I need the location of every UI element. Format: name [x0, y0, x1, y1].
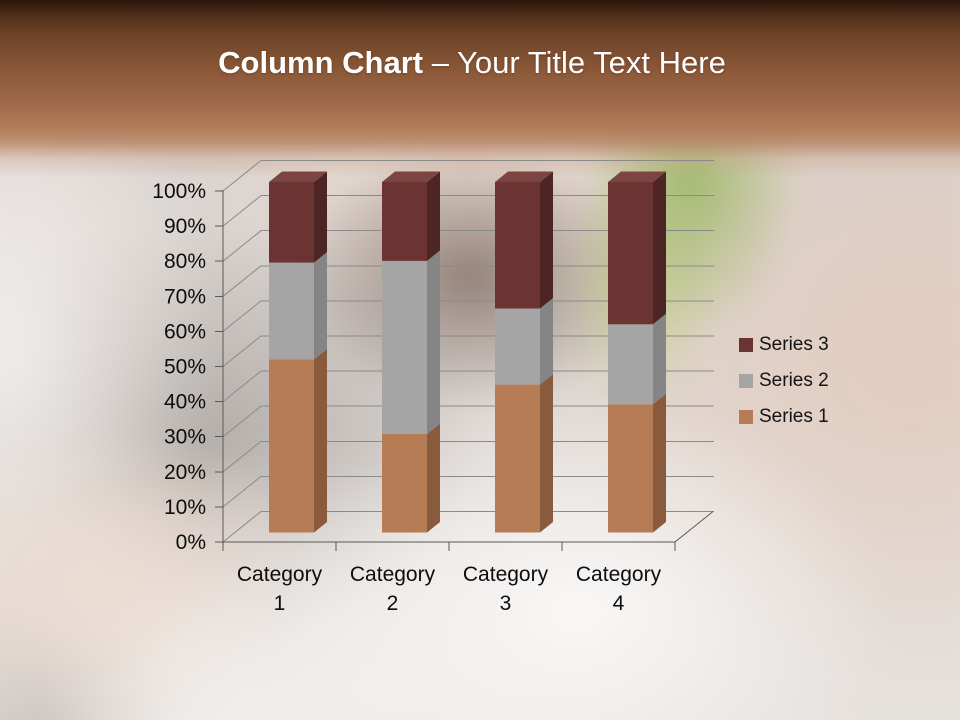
y-axis-label: 90% — [164, 215, 206, 238]
legend-swatch-series1 — [739, 410, 753, 424]
y-axis-label: 0% — [176, 531, 206, 554]
legend-item: Series 2 — [739, 370, 829, 392]
bar-segment-series3-cat4 — [608, 182, 653, 325]
y-axis-label: 50% — [164, 356, 206, 379]
category-label: Category 2 — [350, 563, 436, 615]
bar-side-series3-cat4 — [653, 171, 666, 325]
bar-segment-series3-cat1 — [269, 182, 314, 263]
bar-segment-series1-cat4 — [608, 404, 653, 533]
legend-label: Series 2 — [759, 370, 829, 391]
bar-segment-series2-cat3 — [495, 308, 540, 385]
gridline-slant — [222, 230, 262, 262]
bar-side-series2-cat1 — [314, 252, 327, 360]
bar-side-series3-cat1 — [314, 171, 327, 263]
bar-side-series2-cat4 — [653, 313, 666, 405]
bar-top-series3-cat2 — [382, 171, 440, 182]
y-axis-label: 30% — [164, 426, 206, 449]
bar-segment-series1-cat3 — [495, 384, 540, 533]
category-label: Category 4 — [576, 563, 662, 615]
bar-top-series3-cat4 — [608, 171, 666, 182]
bar-segment-series1-cat2 — [382, 434, 427, 533]
bar-top-series3-cat1 — [269, 171, 327, 182]
bar-side-series1-cat1 — [314, 348, 327, 533]
bar-side-series1-cat3 — [540, 374, 553, 533]
floor-right-edge — [674, 511, 714, 543]
y-axis-label: 100% — [152, 180, 206, 203]
gridline-slant — [222, 335, 262, 367]
gridline-slant — [222, 405, 262, 438]
bar-side-series2-cat3 — [540, 298, 553, 385]
title-bar: Column Chart – Your Title Text Here — [0, 0, 960, 178]
y-axis-label: 40% — [164, 391, 206, 414]
y-axis-label: 60% — [164, 320, 206, 343]
legend-swatch-series3 — [739, 338, 753, 352]
bar-side-series3-cat3 — [540, 171, 553, 309]
bar-segment-series3-cat2 — [382, 182, 427, 261]
legend-label: Series 3 — [759, 334, 829, 355]
y-axis-label: 70% — [164, 285, 206, 308]
y-axis-label: 80% — [164, 250, 206, 273]
title-text-bold: Column Chart — [218, 45, 424, 80]
gridline-slant — [222, 160, 262, 192]
y-axis-label: 10% — [164, 496, 206, 519]
legend-label: Series 1 — [759, 406, 829, 427]
bar-segment-series2-cat2 — [382, 260, 427, 435]
gridline-slant — [222, 476, 262, 508]
category-label: Category 1 — [237, 563, 323, 615]
bar-side-series2-cat2 — [427, 250, 440, 435]
gridline-slant — [222, 440, 262, 473]
bar-side-series3-cat2 — [427, 171, 440, 261]
bar-segment-series2-cat4 — [608, 324, 653, 405]
bar-segment-series1-cat1 — [269, 359, 314, 533]
chart-legend: Series 3 Series 2 Series 1 — [739, 334, 829, 428]
gridline-slant — [222, 370, 262, 402]
y-axis-label: 20% — [164, 461, 206, 484]
gridline-slant — [222, 195, 262, 227]
bar-side-series1-cat2 — [427, 423, 440, 533]
legend-item: Series 1 — [739, 406, 829, 428]
gridline-slant — [222, 300, 262, 332]
gridline-slant — [222, 511, 262, 543]
legend-swatch-series2 — [739, 374, 753, 388]
slide-title: Column Chart – Your Title Text Here — [0, 0, 960, 80]
title-text-rest: – Your Title Text Here — [423, 45, 726, 80]
bar-side-series1-cat4 — [653, 393, 666, 533]
gridline-slant — [222, 265, 262, 297]
bar-segment-series2-cat1 — [269, 262, 314, 360]
legend-item: Series 3 — [739, 334, 829, 356]
bar-top-series3-cat3 — [495, 171, 553, 182]
bar-segment-series3-cat3 — [495, 182, 540, 309]
category-label: Category 3 — [463, 563, 549, 615]
